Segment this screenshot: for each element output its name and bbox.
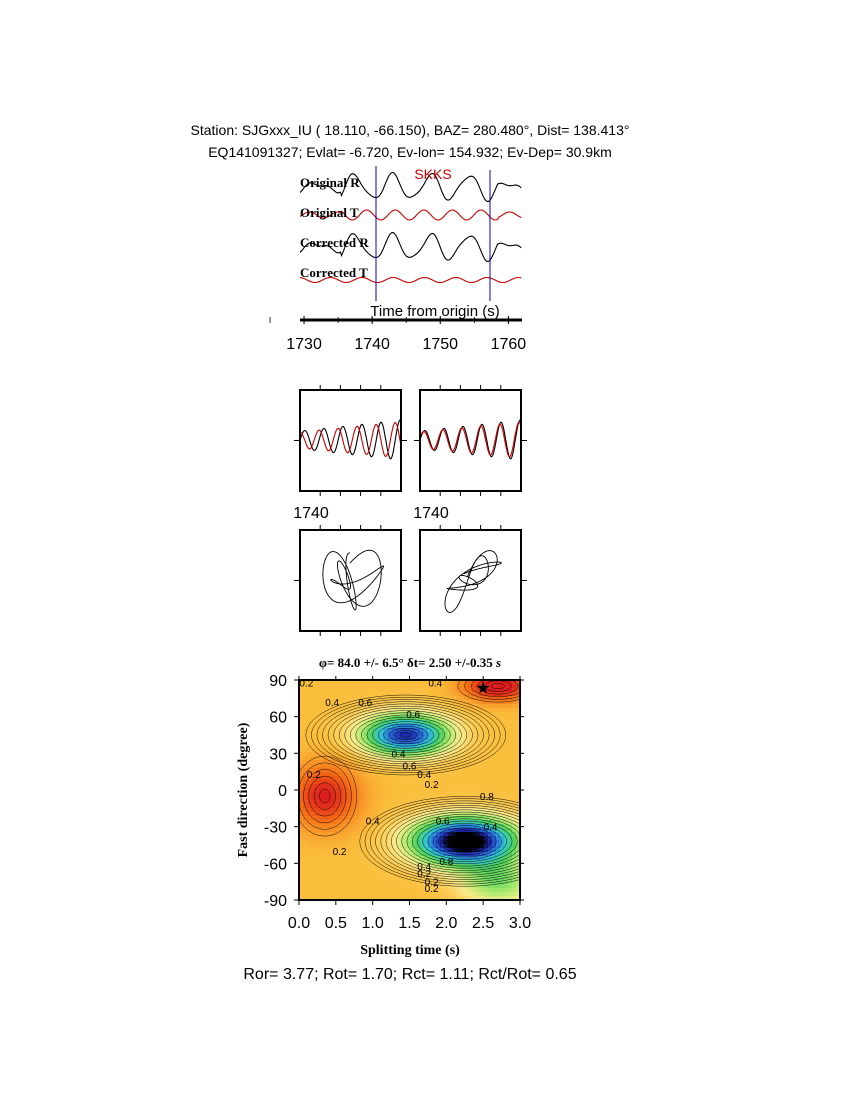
contour-label: 0.4 — [417, 770, 431, 781]
trace-panel: Original R Original T Corrected R Correc… — [269, 166, 527, 353]
grid-x-tick-label: 3.0 — [509, 915, 531, 932]
grid-y-tick-label: 30 — [269, 746, 287, 763]
contour-label: 0.2 — [333, 847, 347, 858]
trace-corrected-t — [300, 276, 522, 284]
contour-label: 0.4 — [325, 698, 339, 709]
grid-y-tick-label: -90 — [264, 893, 287, 910]
phase-label: SKKS — [414, 166, 451, 182]
contour-label: 0.2 — [299, 678, 313, 689]
waveform-left-tick-label: 1740 — [293, 505, 329, 522]
trace-label-corrected-t: Corrected T — [300, 265, 368, 280]
trace-corrected-r — [300, 231, 522, 263]
contour-label: 0.2 — [417, 869, 431, 880]
trace-x-ticks: 1730 1740 1750 1760 — [269, 316, 527, 353]
grid-search-ticks: 0.0 0.5 1.0 1.5 2.0 2.5 3.0 90 60 30 0 -30 -60 -90 — [264, 673, 531, 932]
waveform-panel-left — [294, 385, 407, 496]
title-phi: φ= 84.0 +/- 6.5° — [319, 655, 404, 670]
particle-motion-right — [414, 525, 527, 636]
footer-stats: Ror= 3.77; Rot= 1.70; Rct= 1.11; Rct/Rot… — [243, 966, 576, 983]
trace-tick-label: 1740 — [354, 336, 390, 353]
grid-x-tick-label: 2.5 — [472, 915, 494, 932]
grid-y-tick-label: 0 — [278, 783, 287, 800]
grid-x-tick-label: 1.0 — [362, 915, 384, 932]
contour-label: 0.6 — [403, 762, 417, 773]
grid-y-tick-label: -30 — [264, 820, 287, 837]
grid-search-map: 0.2 0.40.4 0.60.60.40.2 0.40.20.60.40.80.40… — [264, 673, 531, 932]
trace-tick-label: 1750 — [422, 336, 458, 353]
grid-x-tick-label: 1.5 — [398, 915, 420, 932]
contour-label: 0.2 — [425, 780, 439, 791]
grid-x-label: Splitting time (s) — [360, 943, 460, 958]
contour-label: 0.4 — [391, 749, 405, 760]
trace-label-original-r: Original R — [300, 175, 360, 190]
waveform-panel-right — [414, 385, 527, 496]
contour-label: 0.8 — [454, 835, 468, 846]
title-dt: δt= 2.50 +/-0.35 — [407, 655, 493, 670]
trace-original-t — [300, 209, 522, 221]
grid-y-tick-label: 60 — [269, 710, 287, 727]
grid-y-tick-label: 90 — [269, 673, 287, 690]
contour-label: 0.6 — [358, 698, 372, 709]
contour-label: 0.8 — [439, 857, 453, 868]
particle-motion-left — [294, 525, 407, 636]
trace-label-original-t: Original T — [300, 205, 359, 220]
contour-label: 0.6 — [406, 710, 420, 721]
trace-label-corrected-r: Corrected R — [300, 235, 369, 250]
grid-y-label: Fast direction (degree) — [236, 722, 251, 857]
trace-tick-label: 1730 — [286, 336, 322, 353]
contour-label: 0.2 — [425, 878, 439, 889]
header-line-2: EQ141091327; Evlat= -6.720, Ev-lon= 154.… — [208, 144, 612, 160]
header-line-1: Station: SJGxxx_IU ( 18.110, -66.150), B… — [191, 122, 630, 138]
contour-label: 0.4 — [366, 817, 380, 828]
grid-x-tick-label: 0.0 — [288, 915, 310, 932]
grid-search-title: φ= 84.0 +/- 6.5° δt= 2.50 +/-0.35 s — [319, 655, 501, 670]
contour-label: 0.8 — [480, 792, 494, 803]
contour-label: 0.6 — [436, 817, 450, 828]
trace-original-r — [300, 171, 522, 203]
grid-y-tick-label: -60 — [264, 856, 287, 873]
contour-label: 0.4 — [484, 823, 498, 834]
grid-x-tick-label: 0.5 — [325, 915, 347, 932]
contour-label: 0.2 — [307, 770, 321, 781]
trace-x-label: Time from origin (s) — [370, 303, 499, 320]
waveform-right-tick-label: 1740 — [413, 505, 449, 522]
best-fit-star: ★ — [476, 678, 491, 697]
trace-tick-label: 1760 — [491, 336, 527, 353]
svg-text:φ= 84.0 +/- 6.5°: φ= 84.0 +/- 6.5° δt= 2.50 +/-0.35 s — [319, 655, 501, 670]
contour-label: 0.4 — [417, 862, 431, 873]
title-unit: s — [495, 655, 501, 670]
contour-label: 0.4 — [428, 678, 442, 689]
contour-label: 0.2 — [425, 884, 439, 895]
grid-x-tick-label: 2.0 — [435, 915, 457, 932]
